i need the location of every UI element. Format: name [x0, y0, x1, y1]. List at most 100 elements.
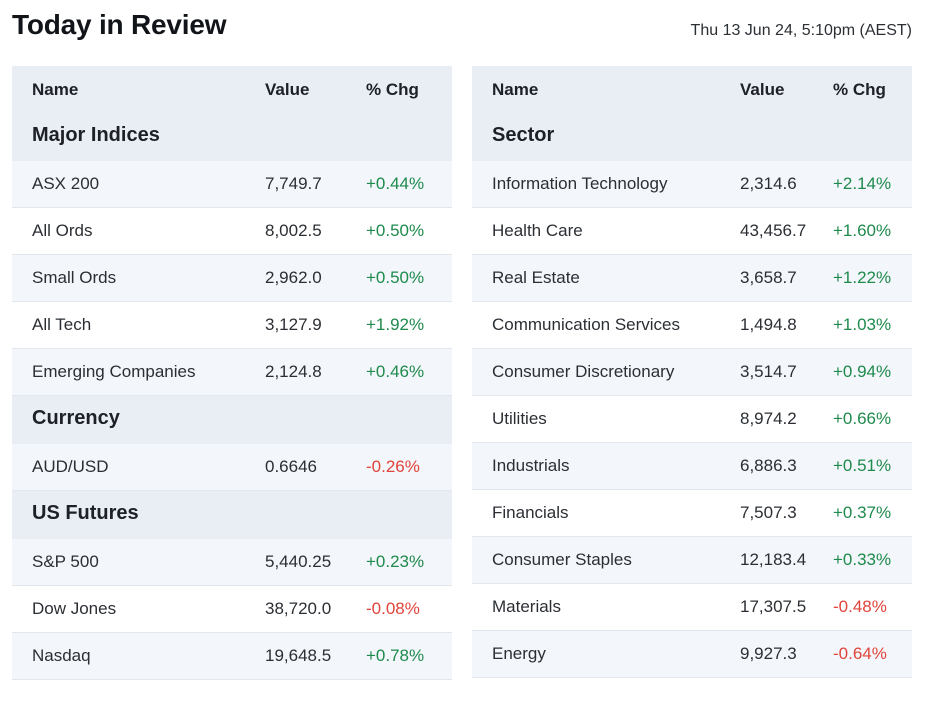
table-row[interactable]: Real Estate 3,658.7 +1.22% [472, 255, 912, 302]
table-row[interactable]: Consumer Discretionary 3,514.7 +0.94% [472, 349, 912, 396]
row-change: +0.46% [366, 362, 425, 381]
row-change: -0.48% [833, 597, 887, 616]
row-name[interactable]: Communication Services [492, 315, 681, 334]
section-header-sector: Sector [472, 113, 912, 161]
table-row[interactable]: Communication Services 1,494.8 +1.03% [472, 302, 912, 349]
row-name[interactable]: Small Ords [32, 268, 117, 287]
row-value: 7,507.3 [740, 503, 797, 522]
row-name[interactable]: Materials [492, 597, 561, 616]
table-row[interactable]: S&P 500 5,440.25 +0.23% [12, 539, 452, 586]
row-change: +0.23% [366, 552, 425, 571]
row-change: +1.03% [833, 315, 892, 334]
table-row[interactable]: Dow Jones 38,720.0 -0.08% [12, 586, 452, 633]
row-change: +0.50% [366, 268, 425, 287]
row-change: +0.78% [366, 646, 425, 665]
row-change: +2.14% [833, 174, 892, 193]
page-title: Today in Review [12, 9, 227, 40]
row-name[interactable]: All Ords [32, 221, 93, 240]
row-name[interactable]: Consumer Discretionary [492, 362, 675, 381]
table-row[interactable]: Materials 17,307.5 -0.48% [472, 584, 912, 631]
row-value: 0.6646 [265, 457, 317, 476]
section-title: US Futures [32, 502, 139, 524]
row-value: 12,183.4 [740, 550, 807, 569]
row-value: 19,648.5 [265, 646, 332, 665]
table-row[interactable]: Information Technology 2,314.6 +2.14% [472, 161, 912, 208]
row-change: +0.37% [833, 503, 892, 522]
row-change: +0.44% [366, 174, 425, 193]
table-row[interactable]: Industrials 6,886.3 +0.51% [472, 443, 912, 490]
column-header-value: Value [265, 80, 310, 99]
row-name[interactable]: Energy [492, 644, 546, 663]
row-name[interactable]: Consumer Staples [492, 550, 632, 569]
row-change: +0.51% [833, 456, 892, 475]
row-name[interactable]: Dow Jones [32, 599, 117, 618]
row-change: +1.92% [366, 315, 425, 334]
row-value: 3,514.7 [740, 362, 797, 381]
column-header-row: Name Value % Chg [12, 66, 452, 113]
row-change: -0.08% [366, 599, 420, 618]
row-name[interactable]: Industrials [492, 456, 570, 475]
row-value: 3,658.7 [740, 268, 797, 287]
table-row[interactable]: All Ords 8,002.5 +0.50% [12, 208, 452, 255]
row-name[interactable]: Nasdaq [32, 646, 91, 665]
row-value: 8,974.2 [740, 409, 797, 428]
row-value: 17,307.5 [740, 597, 807, 616]
column-header-value: Value [740, 80, 785, 99]
row-name[interactable]: All Tech [32, 315, 92, 334]
table-row[interactable]: Consumer Staples 12,183.4 +0.33% [472, 537, 912, 584]
row-name[interactable]: Health Care [492, 221, 583, 240]
row-change: +0.50% [366, 221, 425, 240]
column-header-chg: % Chg [833, 80, 886, 99]
table-row[interactable]: Nasdaq 19,648.5 +0.78% [12, 633, 452, 680]
row-change: +1.60% [833, 221, 892, 240]
row-change: +0.66% [833, 409, 892, 428]
section-title: Sector [492, 124, 555, 146]
row-name[interactable]: Financials [492, 503, 569, 522]
column-header-row: Name Value % Chg [472, 66, 912, 113]
row-name[interactable]: Information Technology [492, 174, 668, 193]
row-name[interactable]: AUD/USD [32, 457, 109, 476]
table-row[interactable]: Emerging Companies 2,124.8 +0.46% [12, 349, 452, 396]
row-value: 2,124.8 [265, 362, 322, 381]
indices-table: Name Value % Chg Major Indices ASX 200 7… [12, 66, 452, 680]
row-value: 3,127.9 [265, 315, 322, 334]
row-change: +0.94% [833, 362, 892, 381]
row-change: +1.22% [833, 268, 892, 287]
table-row[interactable]: All Tech 3,127.9 +1.92% [12, 302, 452, 349]
row-name[interactable]: Utilities [492, 409, 547, 428]
table-row[interactable]: Utilities 8,974.2 +0.66% [472, 396, 912, 443]
table-row[interactable]: Small Ords 2,962.0 +0.50% [12, 255, 452, 302]
column-header-name: Name [492, 80, 539, 99]
row-value: 2,314.6 [740, 174, 797, 193]
row-name[interactable]: Real Estate [492, 268, 580, 287]
column-header-name: Name [32, 80, 79, 99]
section-header-currency: Currency [12, 396, 452, 444]
row-name[interactable]: S&P 500 [32, 552, 99, 571]
section-title: Major Indices [32, 124, 160, 146]
row-value: 6,886.3 [740, 456, 797, 475]
row-value: 43,456.7 [740, 221, 807, 240]
sector-table: Name Value % Chg Sector Information Tech… [472, 66, 912, 678]
row-name[interactable]: Emerging Companies [32, 362, 196, 381]
table-row[interactable]: AUD/USD 0.6646 -0.26% [12, 444, 452, 491]
row-change: -0.26% [366, 457, 420, 476]
table-row[interactable]: Energy 9,927.3 -0.64% [472, 631, 912, 678]
table-row[interactable]: Financials 7,507.3 +0.37% [472, 490, 912, 537]
column-header-chg: % Chg [366, 80, 419, 99]
row-value: 5,440.25 [265, 552, 332, 571]
section-header-us-futures: US Futures [12, 491, 452, 539]
row-value: 38,720.0 [265, 599, 332, 618]
table-row[interactable]: ASX 200 7,749.7 +0.44% [12, 161, 452, 208]
table-row[interactable]: Health Care 43,456.7 +1.60% [472, 208, 912, 255]
row-value: 8,002.5 [265, 221, 322, 240]
row-name[interactable]: ASX 200 [32, 174, 100, 193]
row-value: 2,962.0 [265, 268, 322, 287]
section-title: Currency [32, 407, 120, 429]
row-value: 9,927.3 [740, 644, 797, 663]
section-header-major-indices: Major Indices [12, 113, 452, 161]
row-change: -0.64% [833, 644, 887, 663]
row-value: 7,749.7 [265, 174, 322, 193]
timestamp: Thu 13 Jun 24, 5:10pm (AEST) [690, 22, 912, 39]
row-value: 1,494.8 [740, 315, 797, 334]
row-change: +0.33% [833, 550, 892, 569]
